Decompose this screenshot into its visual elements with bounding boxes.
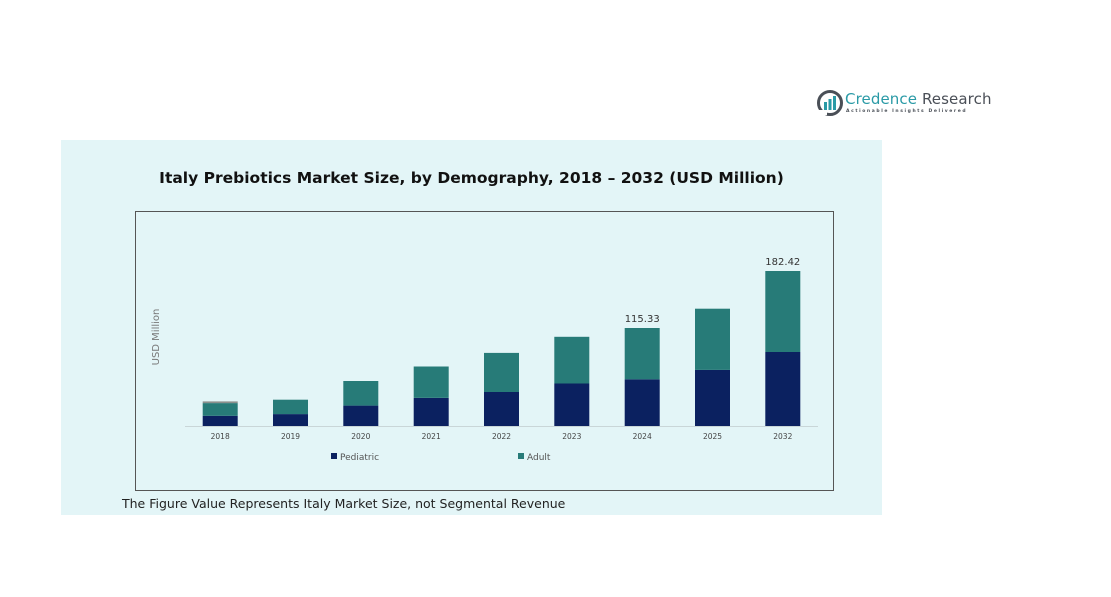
x-tick-label-2021: 2021 (422, 432, 441, 441)
x-tick-label-2018: 2018 (211, 432, 230, 441)
chart-svg: USD Million 2018 2019 2020 2021 2022 2023 2024 1… (151, 257, 818, 463)
x-tick-label-2022: 2022 (492, 432, 511, 441)
x-tick-label-2019: 2019 (281, 432, 300, 441)
logo-bar-chart-icon (817, 90, 843, 116)
x-tick-label-2020: 2020 (351, 432, 370, 441)
bar-other-2018 (202, 401, 238, 404)
chart-panel: Italy Prebiotics Market Size, by Demogra… (61, 140, 882, 515)
bar-pediatric-2020 (343, 405, 379, 426)
x-tick-label-2024: 2024 (633, 432, 652, 441)
bar-pediatric-2021 (413, 398, 449, 426)
bar-pediatric-2032 (765, 352, 801, 426)
brand-name-part1: Credence (845, 90, 918, 108)
bar-pediatric-2019 (273, 414, 308, 426)
bar-adult-2025 (695, 308, 730, 370)
brand-tagline: Actionable Insights Delivered (846, 109, 968, 114)
legend-label-adult: Adult (527, 453, 551, 463)
x-tick-label-2025: 2025 (703, 432, 722, 441)
bar-pediatric-2022 (484, 392, 519, 426)
bar-pediatric-2018 (202, 415, 238, 426)
bar-adult-2019 (273, 399, 308, 415)
footer-note: The Figure Value Represents Italy Market… (122, 496, 566, 511)
bar-pediatric-2024 (624, 379, 660, 426)
chart-title: Italy Prebiotics Market Size, by Demogra… (159, 169, 784, 187)
bar-adult-2022 (484, 352, 519, 392)
x-tick-label-2032: 2032 (773, 432, 792, 441)
legend-label-pediatric: Pediatric (340, 453, 379, 463)
bar-pediatric-2023 (554, 383, 590, 426)
y-axis-label: USD Million (151, 309, 162, 366)
data-label-2024: 115.33 (625, 314, 660, 325)
legend-swatch-adult (518, 453, 524, 459)
brand-logo: Credence Research Actionable Insights De… (817, 88, 991, 120)
plot-frame (135, 211, 834, 491)
bar-adult-2020 (343, 381, 379, 406)
brand-name-part2: Research (917, 90, 992, 108)
legend-swatch-pediatric (331, 453, 337, 459)
x-tick-label-2023: 2023 (562, 432, 581, 441)
bar-adult-2024 (624, 328, 660, 380)
bar-adult-2032 (765, 271, 801, 352)
brand-name: Credence Research (845, 90, 992, 108)
bar-pediatric-2025 (695, 369, 730, 426)
data-label-2032: 182.42 (765, 257, 800, 268)
bar-adult-2021 (413, 366, 449, 398)
bar-adult-2018 (202, 403, 238, 416)
bar-adult-2023 (554, 336, 590, 384)
